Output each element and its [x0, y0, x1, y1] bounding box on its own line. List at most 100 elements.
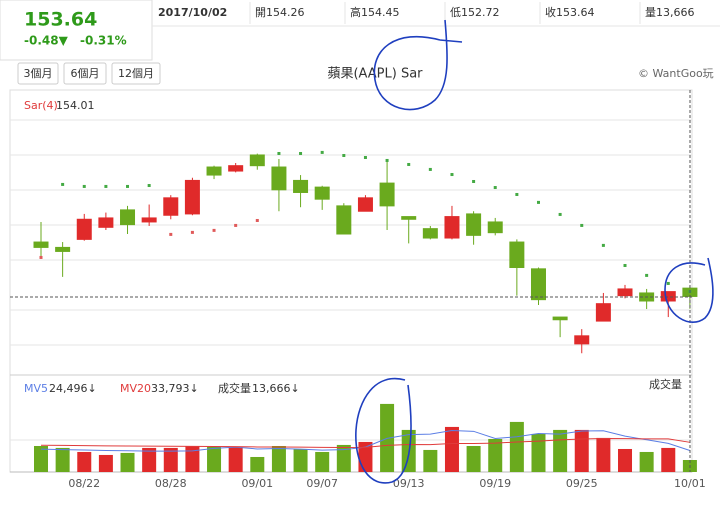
- volume-bar: [639, 451, 654, 472]
- high: 高154.45: [350, 5, 400, 19]
- volume-bar: [466, 445, 481, 472]
- range-button-label[interactable]: 3個月: [24, 67, 53, 80]
- candle-body: [357, 197, 373, 212]
- volume: 量13,666: [645, 6, 695, 19]
- candle-body: [552, 316, 568, 321]
- sar-dot: [61, 182, 65, 186]
- candle-body: [379, 182, 395, 207]
- volume-bar: [250, 456, 265, 472]
- volume-bar: [77, 451, 92, 472]
- chart-title: 蘋果(AAPL) Sar: [327, 67, 423, 82]
- sar-dot: [450, 173, 454, 177]
- sar-dot: [472, 179, 476, 183]
- volume-bar: [142, 447, 157, 472]
- candle-body: [336, 205, 352, 235]
- sar-label: Sar(4): [24, 99, 58, 112]
- range-button-label[interactable]: 12個月: [118, 67, 154, 80]
- candle-body: [660, 291, 676, 302]
- sar-value: 154.01: [56, 99, 95, 112]
- volume-bar: [98, 454, 113, 472]
- volume-bar: [185, 445, 200, 472]
- plot-frame: [9, 89, 693, 473]
- sar-dot: [363, 156, 367, 160]
- sar-dot: [320, 150, 324, 154]
- range-button-label[interactable]: 6個月: [71, 67, 100, 80]
- volume-bar: [661, 447, 676, 472]
- volume-bar: [293, 448, 308, 472]
- candle-body: [314, 186, 330, 200]
- candle-body: [33, 241, 49, 248]
- candle-body: [509, 241, 525, 269]
- sar-dot: [104, 184, 108, 188]
- sar-dot: [39, 255, 43, 259]
- sar-dot: [147, 184, 151, 188]
- sar-dot: [126, 184, 130, 188]
- sar-dot: [515, 192, 519, 196]
- change: -0.48▼: [24, 34, 69, 48]
- legend-volume-value: 13,666↓: [252, 382, 300, 395]
- low: 低152.72: [450, 6, 500, 19]
- sar-dot: [558, 212, 562, 216]
- candle-body: [444, 216, 460, 239]
- sar-dot: [277, 151, 281, 155]
- candle-body: [120, 209, 136, 226]
- x-tick-label: 09/07: [306, 477, 338, 490]
- open: 開154.26: [255, 6, 305, 19]
- candle-body: [466, 213, 482, 236]
- sar-dot: [428, 167, 432, 171]
- change-pct: -0.31%: [80, 34, 127, 48]
- sar-dot: [190, 230, 194, 234]
- candle-body: [401, 216, 417, 220]
- range-button[interactable]: [111, 62, 161, 85]
- x-tick-label: 09/13: [393, 477, 425, 490]
- sar-dot: [623, 263, 627, 267]
- volume-bar: [271, 445, 286, 472]
- sar-dot: [212, 228, 216, 232]
- sar-dot: [255, 218, 259, 222]
- annotation-circle: [373, 19, 463, 111]
- volume-bar: [120, 452, 135, 472]
- close: 收153.64: [545, 5, 595, 19]
- volume-panel-label: 成交量: [649, 377, 682, 391]
- x-tick-label: 10/01: [674, 477, 706, 490]
- annotation-circle: [355, 377, 412, 484]
- legend-mv5-value: 24,496↓: [49, 382, 97, 395]
- volume-bar: [34, 445, 48, 472]
- price-box: [0, 0, 153, 61]
- sar-dot: [385, 158, 389, 162]
- annotation-circle: [664, 257, 714, 323]
- candle-body: [530, 268, 546, 301]
- sar-dot: [407, 162, 411, 166]
- sar-dot: [601, 243, 605, 247]
- volume-bar: [596, 437, 611, 472]
- date: 2017/10/02: [158, 6, 227, 19]
- legend-mv20: MV20: [120, 382, 151, 395]
- volume-bar: [336, 444, 351, 472]
- legend-volume: 成交量: [218, 381, 251, 395]
- candle-body: [228, 165, 244, 172]
- sar-dot: [299, 151, 303, 155]
- candle-body: [98, 217, 114, 228]
- volume-bar: [531, 433, 546, 472]
- price: 153.64: [24, 9, 97, 31]
- volume-bar: [444, 426, 459, 472]
- candle-body: [141, 217, 157, 223]
- volume-bar: [55, 447, 70, 472]
- candle-body: [487, 221, 503, 234]
- sar-dot: [536, 200, 540, 204]
- sar-dot: [169, 232, 173, 236]
- candle-body: [617, 288, 633, 297]
- sar-dot: [493, 186, 497, 190]
- candle-body: [249, 154, 265, 167]
- x-tick-label: 08/28: [155, 477, 187, 490]
- volume-bar: [488, 438, 503, 472]
- candle-body: [293, 179, 309, 193]
- range-button[interactable]: [17, 62, 59, 85]
- x-tick-label: 09/01: [241, 477, 273, 490]
- candle-body: [271, 166, 287, 191]
- range-button[interactable]: [63, 62, 107, 85]
- volume-bar: [315, 451, 330, 472]
- volume-bar: [574, 429, 589, 472]
